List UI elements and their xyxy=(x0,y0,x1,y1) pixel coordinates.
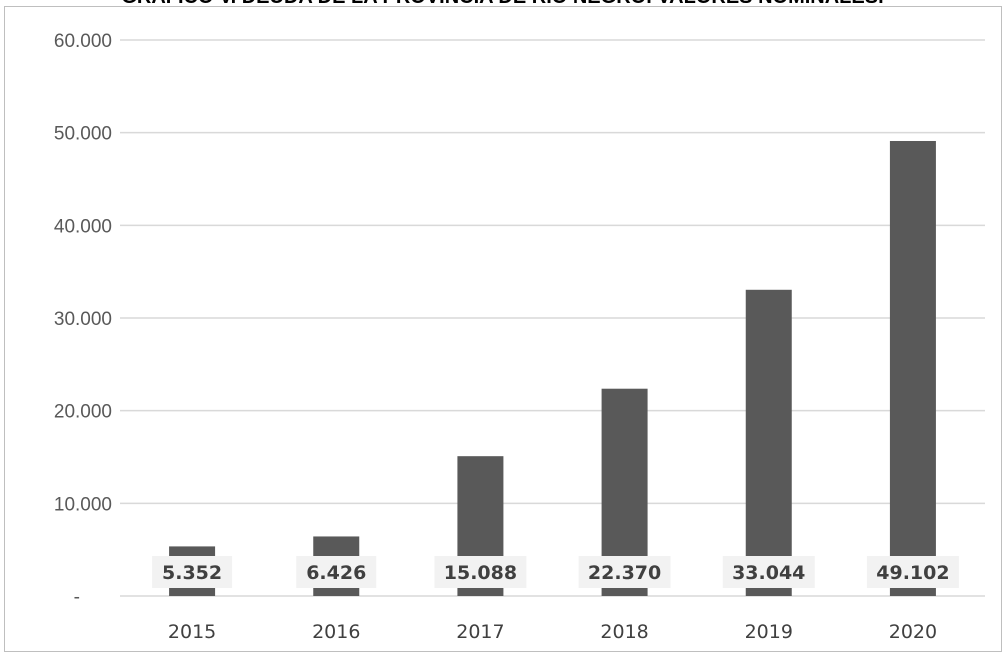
x-tick-label: 2019 xyxy=(745,621,793,643)
gridlines xyxy=(120,39,985,597)
data-label: 6.426 xyxy=(306,562,366,584)
data-label-box xyxy=(578,556,671,588)
x-axis-ticks: 2015 2016 2017 2018 2019 2020 xyxy=(168,621,937,643)
data-labels: 5.352 6.426 15.088 22.370 33.044 49.102 xyxy=(152,556,959,588)
x-tick-label: 2020 xyxy=(889,621,937,643)
y-tick-label: - xyxy=(74,587,80,608)
x-tick-label: 2017 xyxy=(456,621,504,643)
y-tick-label: 50.000 xyxy=(54,124,112,145)
x-tick-label: 2016 xyxy=(312,621,360,643)
y-axis-ticks: - 10.000 20.000 30.000 40.000 50.000 60.000 xyxy=(54,31,112,608)
data-label-box xyxy=(434,556,527,588)
bar xyxy=(745,289,792,596)
data-label: 49.102 xyxy=(876,562,949,584)
y-tick-label: 20.000 xyxy=(54,402,112,423)
chart-title: GRÁFICO V. DEUDA DE LA PROVINCIA DE RÍO … xyxy=(0,0,1005,9)
bars xyxy=(169,140,936,596)
x-tick-label: 2018 xyxy=(600,621,648,643)
data-label: 5.352 xyxy=(162,562,222,584)
data-label: 22.370 xyxy=(588,562,661,584)
data-label-box xyxy=(866,556,959,588)
data-label: 15.088 xyxy=(444,562,517,584)
bar xyxy=(889,140,936,596)
data-label: 33.044 xyxy=(732,562,805,584)
data-label-box xyxy=(722,556,815,588)
data-label-box xyxy=(152,556,233,588)
y-tick-label: 60.000 xyxy=(54,31,112,52)
y-tick-label: 30.000 xyxy=(54,309,112,330)
y-tick-label: 10.000 xyxy=(54,494,112,515)
y-tick-label: 40.000 xyxy=(54,216,112,237)
data-label-box xyxy=(296,556,377,588)
x-tick-label: 2015 xyxy=(168,621,216,643)
